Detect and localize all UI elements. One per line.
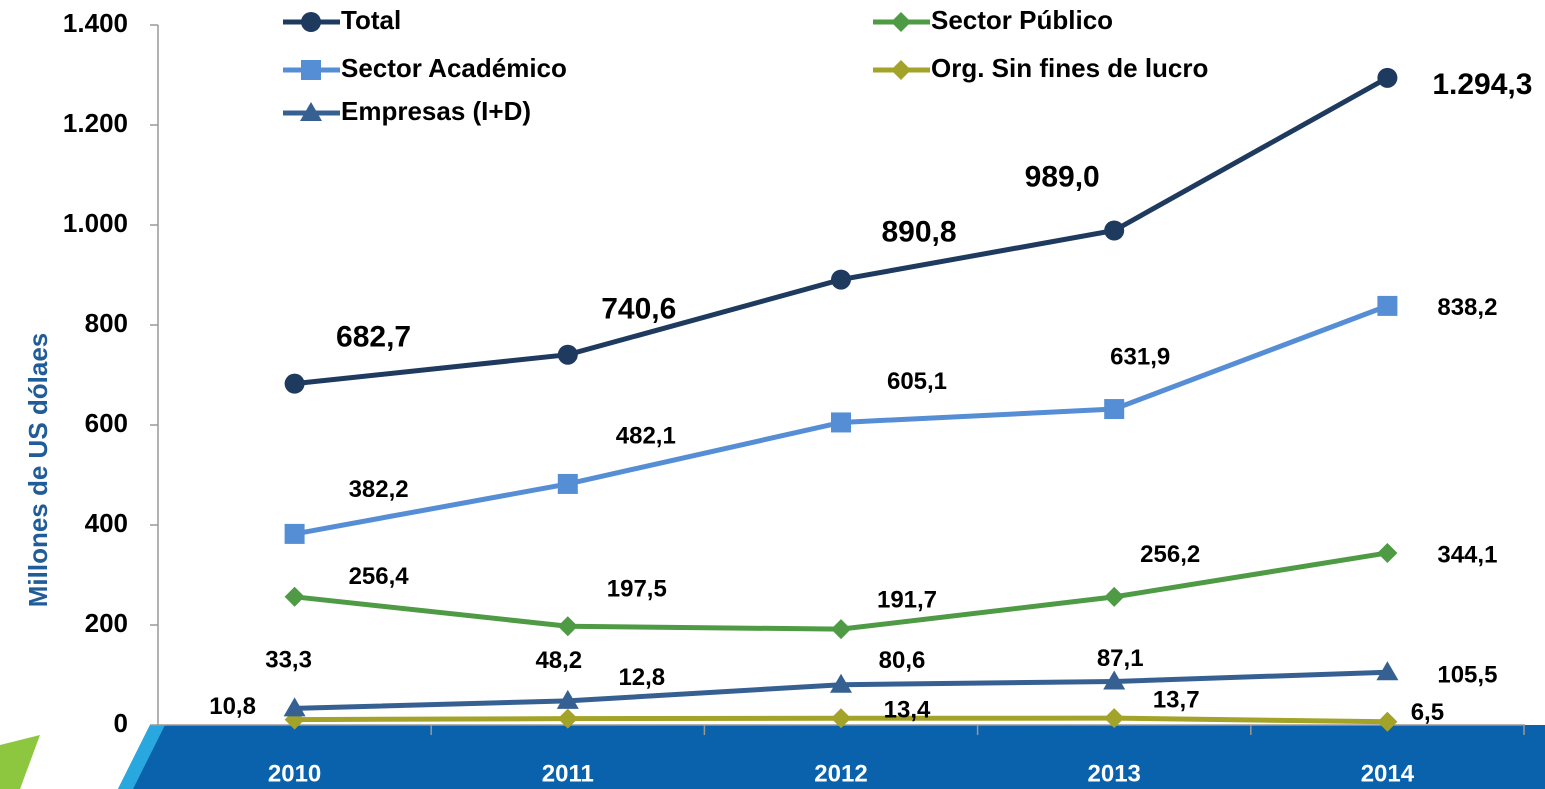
marker — [891, 12, 911, 32]
marker — [300, 102, 322, 121]
marker — [557, 616, 578, 637]
marker — [301, 60, 321, 80]
y-tick-label: 800 — [85, 308, 128, 338]
y-axis-label: Millones de US dólaes — [23, 333, 53, 608]
x-tick-label: 2014 — [1361, 760, 1415, 787]
data-label: 6,5 — [1411, 699, 1444, 726]
marker — [557, 344, 578, 365]
marker — [830, 673, 852, 693]
decor-green — [0, 735, 40, 789]
marker — [1376, 661, 1399, 681]
data-label: 197,5 — [607, 576, 667, 603]
marker — [891, 60, 911, 80]
marker — [1103, 670, 1126, 690]
data-label: 740,6 — [601, 293, 676, 326]
x-tick-label: 2011 — [542, 760, 594, 787]
data-label: 13,7 — [1153, 686, 1200, 713]
marker — [1104, 708, 1125, 729]
x-tick-label: 2012 — [814, 760, 867, 787]
marker — [556, 689, 579, 709]
marker — [1377, 542, 1398, 563]
marker — [831, 619, 851, 640]
marker — [557, 473, 578, 494]
x-tick-label: 2010 — [268, 760, 321, 787]
marker — [283, 697, 306, 717]
marker — [1104, 399, 1125, 420]
marker — [284, 586, 305, 607]
data-label: 382,2 — [349, 476, 409, 503]
marker — [1377, 711, 1398, 732]
data-label: 80,6 — [879, 647, 926, 674]
marker — [284, 523, 305, 544]
data-label: 605,1 — [887, 368, 947, 395]
banner-stripe — [118, 725, 165, 789]
legend-label: Total — [341, 5, 401, 35]
y-tick-label: 1.400 — [63, 8, 128, 38]
y-tick-label: 600 — [85, 408, 128, 438]
marker — [831, 269, 851, 290]
marker — [831, 412, 851, 433]
data-label: 191,7 — [877, 586, 937, 613]
data-label: 838,2 — [1437, 294, 1497, 321]
data-label: 105,5 — [1437, 662, 1497, 689]
legend-label: Sector Público — [931, 5, 1113, 35]
marker — [831, 708, 851, 729]
series-line — [294, 550, 1388, 632]
y-tick-label: 1.200 — [63, 108, 128, 138]
marker — [1377, 67, 1398, 88]
data-label: 890,8 — [881, 216, 956, 249]
marker — [1377, 295, 1398, 316]
data-label: 87,1 — [1097, 645, 1144, 672]
axis-banner — [118, 725, 1545, 789]
marker — [1104, 220, 1125, 241]
y-tick-label: 200 — [85, 608, 128, 638]
legend-label: Sector Académico — [341, 53, 567, 83]
marker — [284, 373, 305, 394]
marker — [1104, 586, 1125, 607]
y-tick-label: 0 — [114, 708, 128, 738]
data-label: 13,4 — [884, 697, 931, 724]
data-label: 10,8 — [209, 693, 256, 720]
data-label: 989,0 — [1025, 160, 1100, 193]
data-label: 12,8 — [618, 664, 665, 691]
marker — [301, 12, 321, 32]
data-label: 344,1 — [1437, 541, 1497, 568]
data-label: 682,7 — [336, 321, 411, 354]
x-tick-label: 2013 — [1088, 760, 1141, 787]
y-tick-label: 1.000 — [63, 208, 128, 238]
data-label: 482,1 — [616, 422, 676, 449]
data-label: 256,2 — [1140, 541, 1200, 568]
data-label: 631,9 — [1110, 343, 1170, 370]
data-label: 1.294,3 — [1432, 68, 1532, 101]
y-tick-label: 400 — [85, 508, 128, 538]
data-label: 48,2 — [535, 647, 582, 674]
marker — [557, 708, 578, 729]
data-label: 256,4 — [349, 563, 410, 590]
legend-label: Empresas (I+D) — [341, 96, 531, 126]
legend-label: Org. Sin fines de lucro — [931, 53, 1208, 83]
data-label: 33,3 — [265, 647, 312, 674]
